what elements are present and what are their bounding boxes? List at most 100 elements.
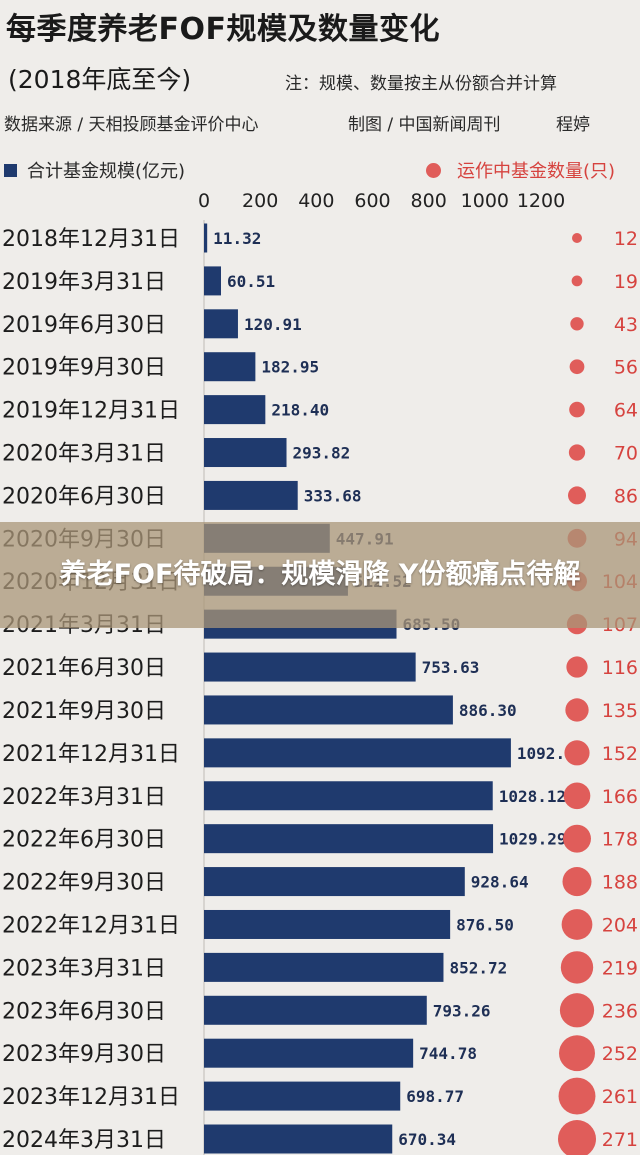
fund-count-value-label: 70 [614, 443, 638, 465]
fund-count-bubble [568, 444, 586, 461]
category-label: 2023年6月30日 [2, 999, 166, 1024]
x-axis-tick-label: 200 [242, 190, 278, 212]
fund-size-value-label: 218.40 [271, 401, 329, 420]
fund-size-value-label: 876.50 [456, 915, 514, 934]
fund-size-value-label: 1028.12 [499, 787, 566, 806]
fund-count-bubble [560, 951, 594, 984]
legend-fund-size-label: 合计基金规模(亿元) [27, 161, 186, 182]
category-label: 2019年9月30日 [2, 356, 166, 381]
fund-count-value-label: 219 [602, 957, 638, 979]
fund-size-value-label: 333.68 [304, 486, 362, 505]
x-axis-tick-label: 600 [354, 190, 390, 212]
fund-size-bar [204, 352, 256, 382]
fund-count-value-label: 43 [614, 314, 638, 336]
fund-count-value-label: 19 [614, 271, 638, 293]
fund-size-bar [204, 1124, 393, 1154]
category-label: 2022年6月30日 [2, 828, 166, 853]
category-label: 2024年3月31日 [2, 1128, 166, 1153]
fund-count-bubble [571, 275, 583, 287]
fund-count-bubble [568, 486, 586, 505]
category-label: 2022年9月30日 [2, 871, 166, 896]
category-label: 2020年3月31日 [2, 442, 166, 467]
fund-size-bar [204, 995, 427, 1025]
fund-size-bar [204, 824, 494, 854]
category-label: 2021年12月31日 [2, 742, 180, 767]
fund-size-bar [204, 867, 465, 897]
category-label: 2023年3月31日 [2, 956, 166, 981]
fund-size-value-label: 670.34 [398, 1130, 456, 1149]
fund-size-bar [204, 309, 238, 339]
fund-count-bubble [564, 740, 590, 766]
chart-subtitle: (2018年底至今) [8, 65, 192, 94]
fund-count-bubble [558, 1120, 596, 1155]
fund-count-value-label: 261 [602, 1086, 638, 1108]
headline-overlay-text: 养老FOF待破局：规模滑降 Y份额痛点待解 [59, 559, 581, 590]
fund-count-bubble [569, 359, 585, 375]
category-label: 2019年3月31日 [2, 270, 166, 295]
category-label: 2021年6月30日 [2, 656, 166, 681]
fund-count-value-label: 204 [602, 914, 638, 936]
category-label: 2022年12月31日 [2, 913, 180, 938]
fund-count-bubble [572, 233, 582, 243]
fund-count-value-label: 116 [602, 657, 638, 679]
fund-size-bar [204, 395, 266, 425]
headline-overlay-banner: 养老FOF待破局：规模滑降 Y份额痛点待解 [0, 522, 640, 628]
legend-fund-count-label: 运作中基金数量(只) [457, 161, 616, 182]
fund-count-value-label: 271 [602, 1129, 638, 1151]
fund-count-value-label: 86 [614, 485, 638, 507]
fund-count-bubble [562, 867, 592, 897]
fund-count-value-label: 12 [614, 228, 638, 250]
fund-size-bar [204, 438, 287, 468]
fund-count-value-label: 178 [602, 829, 638, 851]
fund-size-value-label: 182.95 [261, 358, 319, 377]
category-label: 2019年12月31日 [2, 399, 180, 424]
chart-note: 注：规模、数量按主从份额合并计算 [285, 74, 557, 94]
x-axis-tick-label: 1200 [517, 190, 565, 212]
fund-count-value-label: 152 [602, 743, 638, 765]
fund-count-bubble [561, 909, 593, 940]
fund-size-bar [204, 652, 416, 682]
category-label: 2023年9月30日 [2, 1042, 166, 1067]
x-axis-tick-label: 800 [411, 190, 447, 212]
fund-size-bar [204, 695, 453, 725]
legend-fund-size-swatch [4, 163, 17, 177]
legend-fund-size: 合计基金规模(亿元) [4, 157, 185, 183]
category-label: 2018年12月31日 [2, 227, 180, 252]
chart-title: 每季度养老FOF规模及数量变化 [6, 12, 440, 47]
fund-size-value-label: 793.26 [433, 1001, 491, 1020]
chart-credit-author: 程婷 [556, 115, 590, 135]
fund-count-value-label: 236 [602, 1000, 638, 1022]
fund-size-bar [204, 738, 511, 768]
category-label: 2019年6月30日 [2, 313, 166, 338]
fund-size-value-label: 852.72 [449, 958, 507, 977]
fund-size-value-label: 11.32 [213, 229, 261, 248]
category-label: 2021年9月30日 [2, 699, 166, 724]
fund-size-value-label: 1029.29 [499, 830, 566, 849]
fund-count-value-label: 56 [614, 357, 638, 379]
fund-count-bubble [563, 782, 591, 810]
category-label: 2023年12月31日 [2, 1085, 180, 1110]
legend-fund-count: 运作中基金数量(只) [426, 157, 615, 183]
fund-count-value-label: 252 [602, 1043, 638, 1065]
fund-count-bubble [559, 1035, 595, 1072]
fund-count-bubble [563, 824, 591, 853]
fund-size-value-label: 928.64 [471, 873, 529, 892]
x-axis-tick-label: 0 [198, 190, 210, 212]
fund-size-bar [204, 952, 444, 982]
fund-count-bubble [570, 317, 584, 331]
x-axis-tick-label: 400 [298, 190, 334, 212]
legend-fund-count-swatch [426, 162, 441, 178]
fund-size-bar [204, 909, 451, 939]
fund-size-value-label: 744.78 [419, 1044, 477, 1063]
fund-count-bubble [559, 993, 595, 1028]
fund-size-value-label: 293.82 [293, 444, 351, 463]
fund-size-bar [204, 223, 208, 253]
fund-count-bubble [569, 401, 585, 418]
fund-size-bar [204, 266, 221, 296]
fund-size-value-label: 753.63 [422, 658, 480, 677]
fund-count-value-label: 166 [602, 786, 638, 808]
fund-count-value-label: 64 [614, 400, 638, 422]
category-label: 2022年3月31日 [2, 785, 166, 810]
fund-count-bubble [558, 1077, 596, 1115]
fund-size-bar [204, 480, 298, 510]
